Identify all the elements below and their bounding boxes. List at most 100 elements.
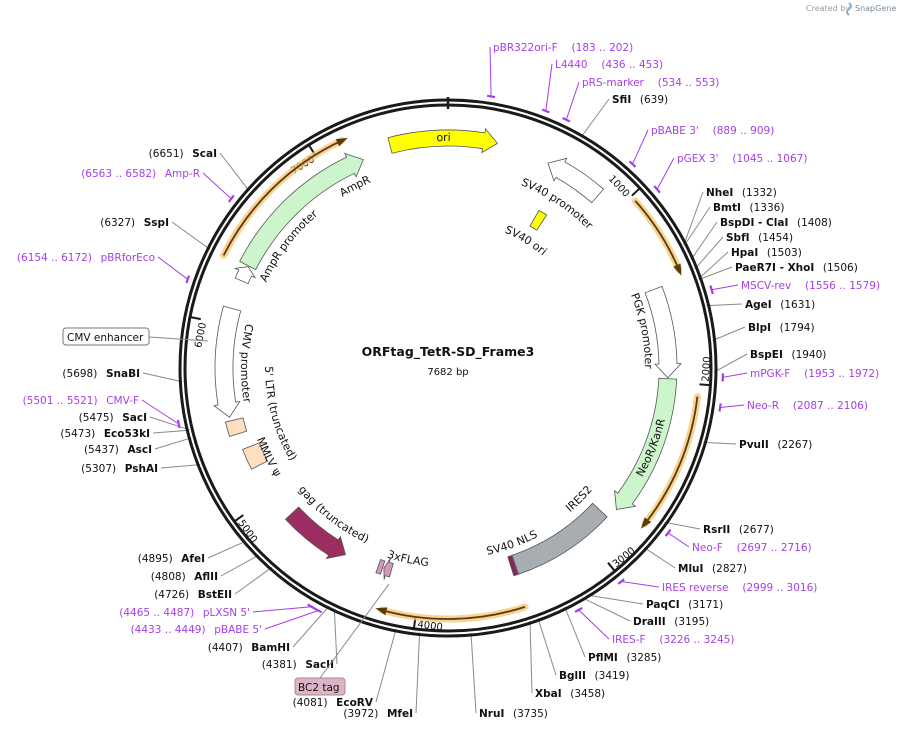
- callout-bc2-tag[interactable]: BC2 tag: [294, 583, 390, 696]
- enzyme-name: BamHI: [251, 642, 290, 654]
- feature-sv40-promoter[interactable]: SV40 promoter: [329, 157, 648, 414]
- enzyme-site[interactable]: PaeR7I - XhoI (1506): [735, 262, 858, 274]
- primer-site[interactable]: IRES-F (3226 .. 3245): [612, 634, 734, 646]
- primer-connector: [264, 610, 319, 630]
- enzyme-site[interactable]: NheI (1332): [706, 187, 777, 199]
- feature-shape[interactable]: [387, 127, 499, 154]
- feature-ires2[interactable]: IRES2: [370, 289, 634, 575]
- feature-shape[interactable]: [383, 558, 394, 580]
- feature-ori[interactable]: ori: [230, 127, 662, 294]
- feature-shape[interactable]: [511, 502, 608, 575]
- primer-start: 2999: [746, 582, 773, 594]
- enzyme-site[interactable]: (5473) Eco53kI: [60, 428, 150, 440]
- enzyme-site[interactable]: SbfI (1454): [726, 232, 793, 244]
- feature-shape[interactable]: [233, 266, 257, 285]
- feature-shape[interactable]: [213, 305, 242, 418]
- primer-site[interactable]: mPGK-F (1953 .. 1972): [750, 368, 879, 380]
- enzyme-connector: [564, 606, 586, 658]
- enzyme-site[interactable]: (4726) BstEII: [154, 589, 232, 601]
- enzyme-connector: [690, 221, 718, 260]
- orf-line: [222, 139, 343, 256]
- enzyme-site[interactable]: (4081) EcoRV: [293, 697, 374, 709]
- primer-site[interactable]: IRES reverse (2999 .. 3016): [662, 582, 817, 594]
- enzyme-site[interactable]: BspDI - ClaI (1408): [720, 217, 832, 229]
- enzyme-site[interactable]: HpaI (1503): [731, 247, 802, 259]
- enzyme-connector: [580, 98, 610, 138]
- primer-start: 183: [576, 42, 596, 54]
- enzyme-site[interactable]: PaqCI (3171): [646, 599, 723, 611]
- enzyme-site[interactable]: MluI (2827): [678, 563, 747, 575]
- enzyme-site[interactable]: DraIII (3195): [633, 616, 709, 628]
- tick-mark: [233, 514, 244, 523]
- primer-site[interactable]: MSCV-rev (1556 .. 1579): [741, 280, 880, 292]
- enzyme-site[interactable]: XbaI (3458): [535, 688, 605, 700]
- enzyme-name: PvuII: [739, 439, 769, 451]
- enzyme-site[interactable]: (5307) PshAI: [81, 463, 158, 475]
- enzyme-site[interactable]: BlpI (1794): [748, 322, 815, 334]
- primer-site[interactable]: (6154 .. 6172) pBRforEco: [17, 252, 155, 264]
- enzyme-site[interactable]: (6651) ScaI: [149, 148, 217, 160]
- enzyme-name: EcoRV: [336, 697, 374, 709]
- primer-site[interactable]: L4440 (436 .. 453): [555, 59, 663, 71]
- enzyme-site[interactable]: PflMI (3285): [588, 652, 661, 664]
- enzyme-site[interactable]: (5475) SacI: [79, 412, 147, 424]
- enzyme-site[interactable]: (6327) SspI: [100, 217, 169, 229]
- orf-line: [634, 200, 680, 270]
- primer-end: 2716: [781, 542, 808, 554]
- feature-shape[interactable]: [614, 377, 678, 510]
- enzyme-site[interactable]: NruI (3735): [479, 708, 548, 720]
- feature-shape[interactable]: [507, 554, 519, 577]
- feature-bc2-tag[interactable]: [375, 558, 386, 575]
- primer-name: MSCV-rev: [741, 280, 791, 292]
- primer-site[interactable]: pRS-marker (534 .. 553): [582, 77, 719, 89]
- primer-site[interactable]: Neo-F (2697 .. 2716): [692, 542, 812, 554]
- enzyme-connector: [683, 191, 704, 246]
- feature-shape[interactable]: [225, 417, 248, 438]
- primer-site[interactable]: (4465 .. 4487) pLXSN 5': [119, 607, 250, 619]
- callout-cmv-enhancer[interactable]: CMV enhancer: [62, 327, 209, 346]
- feature-neor-kanr[interactable]: NeoR/KanR: [443, 203, 678, 588]
- primer-end: 1579: [849, 280, 876, 292]
- enzyme-position: 1506: [827, 262, 854, 274]
- feature-cmv-promoter[interactable]: CMV promoter: [213, 175, 383, 558]
- primer-site[interactable]: pGEX 3' (1045 .. 1067): [677, 153, 807, 165]
- enzyme-name: PshAI: [125, 463, 158, 475]
- primer-site[interactable]: pBABE 3' (889 .. 909): [651, 125, 774, 137]
- enzyme-site[interactable]: (4407) BamHI: [208, 642, 290, 654]
- primer-site[interactable]: (5501 .. 5521) CMV-F: [23, 395, 139, 407]
- enzyme-site[interactable]: AgeI (1631): [745, 299, 815, 311]
- primer-site[interactable]: (6563 .. 6582) Amp-R: [81, 168, 200, 180]
- feature-label: SV40 ori: [503, 223, 549, 258]
- feature-shape[interactable]: [529, 209, 548, 231]
- feature-sv40-nls[interactable]: SV40 NLS: [304, 368, 636, 577]
- enzyme-name: AflII: [194, 571, 218, 583]
- feature-shape[interactable]: [284, 506, 347, 560]
- enzyme-connector: [292, 605, 330, 648]
- primer-site[interactable]: (4433 .. 4449) pBABE 5': [131, 624, 262, 636]
- feature-shape[interactable]: [239, 152, 364, 271]
- enzyme-site[interactable]: BmtI (1336): [713, 202, 784, 214]
- enzyme-site[interactable]: (5437) AscI: [84, 444, 152, 456]
- enzyme-site[interactable]: (3972) MfeI: [343, 708, 413, 720]
- primer-mark: [574, 607, 583, 613]
- enzyme-site[interactable]: (4808) AflII: [151, 571, 218, 583]
- enzyme-connector: [664, 521, 701, 530]
- feature-5-ltr-truncated-[interactable]: 5' LTR (truncated): [225, 221, 433, 548]
- enzyme-site[interactable]: BspEI (1940): [750, 349, 826, 361]
- enzyme-site[interactable]: (4895) AfeI: [138, 553, 205, 565]
- feature-shape[interactable]: [644, 285, 682, 379]
- primer-connector: [621, 581, 660, 588]
- primer-site[interactable]: pBR322ori-F (183 .. 202): [493, 42, 633, 54]
- feature-sv40-ori[interactable]: SV40 ori: [354, 209, 598, 397]
- enzyme-site[interactable]: (5698) SnaBI: [62, 368, 140, 380]
- enzyme-site[interactable]: (4381) SacII: [262, 659, 334, 671]
- feature-shape[interactable]: [547, 157, 605, 204]
- enzyme-site[interactable]: RsrII (2677): [703, 524, 774, 536]
- primer-site[interactable]: Neo-R (2087 .. 2106): [747, 400, 868, 412]
- enzyme-site[interactable]: PvuII (2267): [739, 439, 812, 451]
- feature-shape[interactable]: [242, 442, 269, 470]
- enzyme-site[interactable]: SfiI (639): [612, 94, 668, 106]
- feature-shape[interactable]: [375, 558, 386, 575]
- enzyme-site[interactable]: BglII (3419): [559, 670, 629, 682]
